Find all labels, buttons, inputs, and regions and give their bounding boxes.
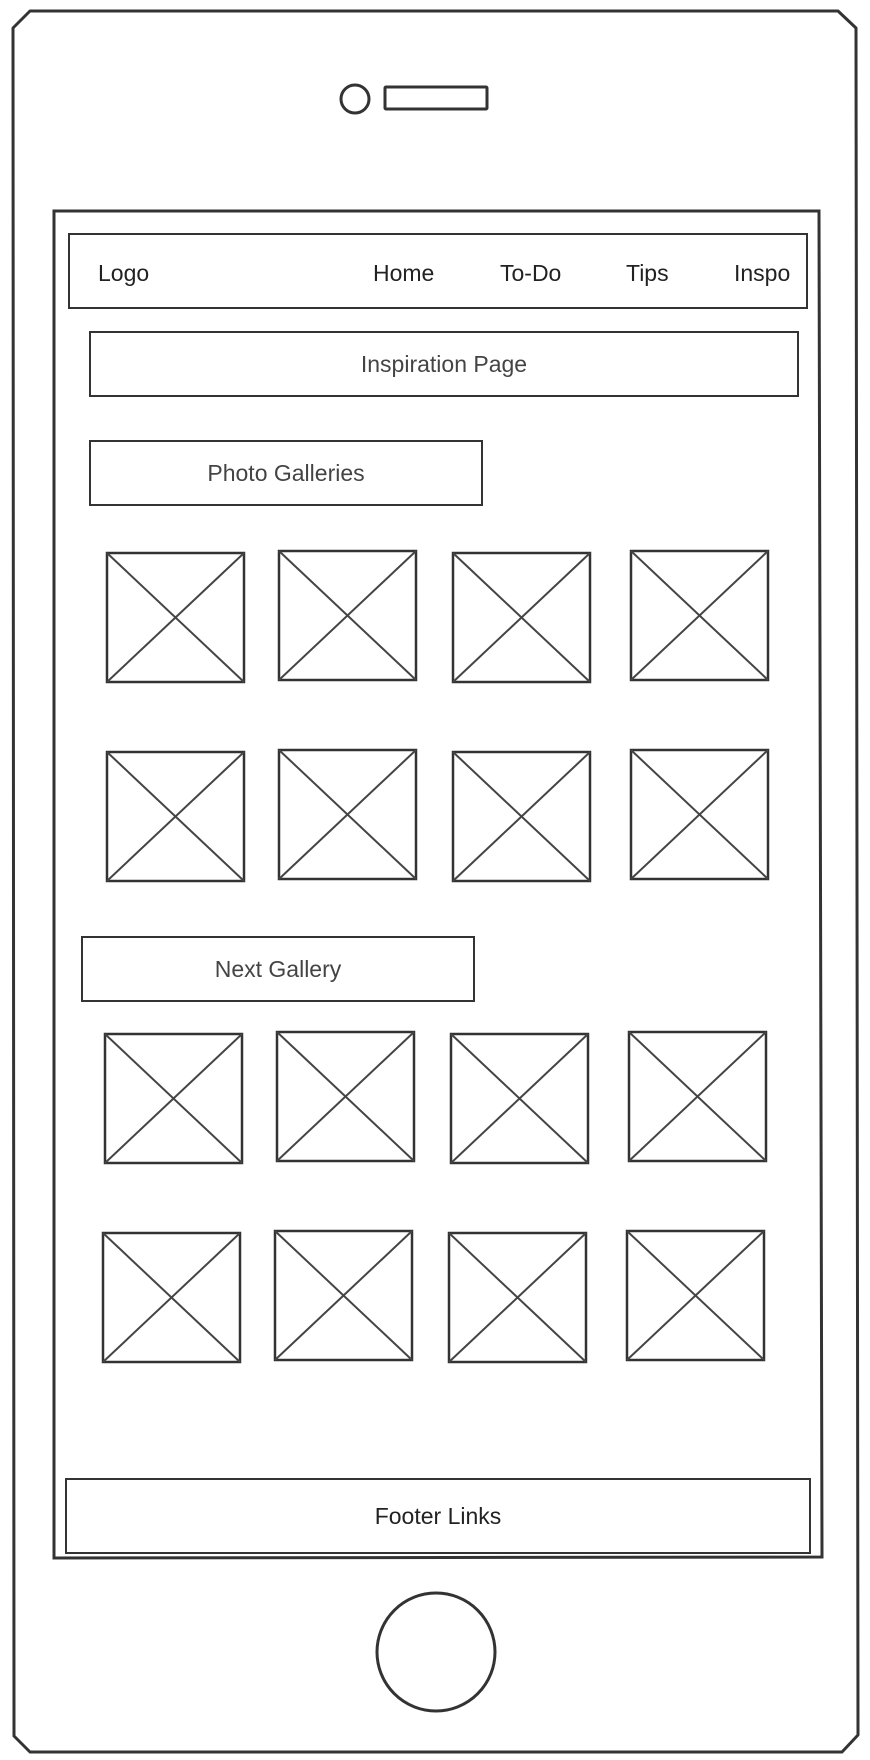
image-placeholder[interactable] xyxy=(629,549,770,682)
home-button-icon xyxy=(375,1591,497,1713)
image-placeholder[interactable] xyxy=(447,1231,588,1364)
gallery-title-next-gallery: Next Gallery xyxy=(81,936,475,1002)
image-placeholder[interactable] xyxy=(451,750,592,883)
nav-item-tips[interactable]: Tips xyxy=(626,260,669,286)
nav-item-inspo[interactable]: Inspo xyxy=(734,260,791,286)
gallery-title-photo-galleries: Photo Galleries xyxy=(89,440,483,506)
footer-links[interactable]: Footer Links xyxy=(65,1478,811,1554)
image-placeholder[interactable] xyxy=(101,1231,242,1364)
nav-item-home[interactable]: Home xyxy=(373,260,435,286)
page-title: Inspiration Page xyxy=(89,331,799,397)
image-placeholder[interactable] xyxy=(273,1229,414,1362)
image-placeholder[interactable] xyxy=(451,551,592,684)
speaker-icon xyxy=(383,85,489,111)
logo[interactable]: Logo xyxy=(98,260,150,286)
phone-screen xyxy=(52,209,824,1560)
image-placeholder[interactable] xyxy=(277,748,418,881)
image-placeholder[interactable] xyxy=(275,1030,416,1163)
image-placeholder[interactable] xyxy=(105,750,246,883)
image-placeholder[interactable] xyxy=(627,1030,768,1163)
image-placeholder[interactable] xyxy=(625,1229,766,1362)
image-placeholder[interactable] xyxy=(105,551,246,684)
camera-icon xyxy=(339,83,371,115)
image-placeholder[interactable] xyxy=(277,549,418,682)
image-placeholder[interactable] xyxy=(449,1032,590,1165)
navbar xyxy=(68,233,808,309)
phone-body xyxy=(11,9,860,1754)
image-placeholder[interactable] xyxy=(103,1032,244,1165)
nav-item-todo[interactable]: To-Do xyxy=(500,260,562,286)
image-placeholder[interactable] xyxy=(629,748,770,881)
